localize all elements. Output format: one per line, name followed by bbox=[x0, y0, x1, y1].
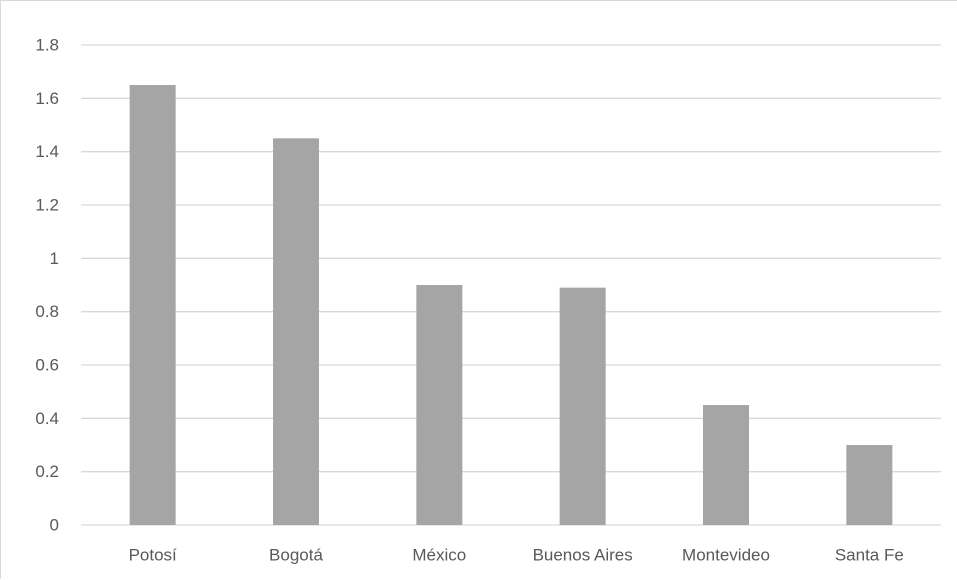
y-tick-label: 0.4 bbox=[35, 409, 59, 428]
y-tick-label: 1 bbox=[50, 249, 59, 268]
y-tick-label: 1.2 bbox=[35, 196, 59, 215]
y-axis-tick-labels: 0 0.2 0.4 0.6 0.8 1 1.2 1.4 1.6 1.8 bbox=[35, 36, 59, 535]
y-tick-label: 0.6 bbox=[35, 356, 59, 375]
bar-0 bbox=[129, 85, 176, 525]
y-tick-label: 1.8 bbox=[35, 36, 59, 55]
x-tick-label: Montevideo bbox=[682, 546, 770, 565]
y-tick-label: 1.4 bbox=[35, 142, 59, 161]
bar-3 bbox=[559, 287, 606, 525]
x-tick-label: Santa Fe bbox=[835, 546, 904, 565]
bar-1 bbox=[273, 138, 319, 526]
gridlines bbox=[81, 44, 941, 526]
y-tick-label: 0 bbox=[50, 516, 59, 535]
bar-2 bbox=[416, 285, 463, 525]
bar-5 bbox=[846, 445, 893, 525]
y-tick-label: 1.6 bbox=[35, 89, 59, 108]
x-axis-tick-labels: Potosí Bogotá México Buenos Aires Montevideo… bbox=[129, 546, 904, 565]
x-tick-label: Buenos Aires bbox=[533, 546, 633, 565]
y-tick-label: 0.8 bbox=[35, 302, 59, 321]
bars bbox=[129, 85, 893, 526]
y-tick-label: 0.2 bbox=[35, 462, 59, 481]
bar-4 bbox=[703, 405, 749, 525]
x-tick-label: Potosí bbox=[129, 546, 177, 565]
x-tick-label: México bbox=[412, 546, 466, 565]
x-tick-label: Bogotá bbox=[269, 546, 323, 565]
